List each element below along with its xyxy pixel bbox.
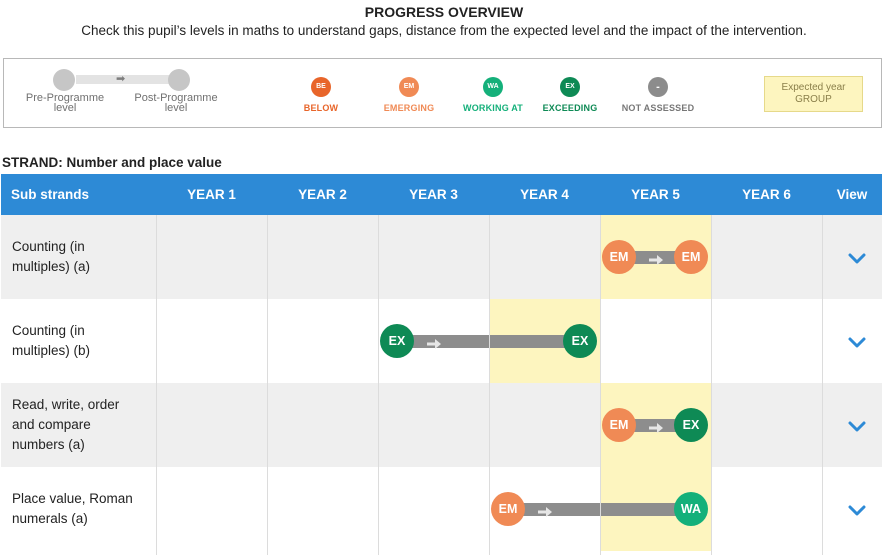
chevron-down-icon xyxy=(847,421,867,440)
pre-programme-badge: EM xyxy=(602,240,636,274)
chevron-down-icon xyxy=(847,505,867,524)
legend-working-at-label: WORKING AT xyxy=(463,103,523,113)
column-header-year-1: YEAR 1 xyxy=(187,187,236,202)
sub-strand-label: Counting (in multiples) (a) xyxy=(12,239,91,274)
legend-pre-dot xyxy=(53,69,75,91)
working-at-badge-icon: WA xyxy=(483,77,503,97)
table-row: Counting (in multiples) (b) EX EX xyxy=(1,299,882,383)
column-divider xyxy=(489,215,490,555)
arrow-right-icon xyxy=(649,420,663,433)
legend-emerging-label: EMERGING xyxy=(383,103,435,113)
view-expand-button[interactable] xyxy=(847,248,867,268)
table-row: Place value, Roman numerals (a) EM WA xyxy=(1,467,882,551)
column-header-view: View xyxy=(836,187,868,202)
emerging-badge-icon: EM xyxy=(399,77,419,97)
post-programme-badge: EX xyxy=(674,408,708,442)
legend-working-at: WA WORKING AT xyxy=(448,77,538,113)
column-divider xyxy=(267,215,268,555)
table-row: Read, write, order and compare numbers (a)… xyxy=(1,383,882,467)
legend-pre-label: Pre-Programme level xyxy=(25,92,105,114)
exceeding-badge-icon: EX xyxy=(560,77,580,97)
column-divider xyxy=(711,215,712,555)
pre-programme-badge: EM xyxy=(602,408,636,442)
chevron-down-icon xyxy=(847,253,867,272)
page-subtitle: Check this pupil’s levels in maths to un… xyxy=(81,23,807,38)
strand-title: STRAND: Number and place value xyxy=(2,155,222,170)
progress-bar xyxy=(619,419,691,432)
legend-key: ➡ Pre-Programme level Post-Programme lev… xyxy=(4,59,234,129)
arrow-right-icon xyxy=(649,252,663,265)
view-expand-button[interactable] xyxy=(847,416,867,436)
legend-post-dot xyxy=(168,69,190,91)
column-header-year-4: YEAR 4 xyxy=(520,187,569,202)
progress-bar xyxy=(508,503,691,516)
legend-not-assessed-label: NOT ASSESSED xyxy=(621,103,695,113)
below-badge-icon: BE xyxy=(311,77,331,97)
progress-bar xyxy=(619,251,691,264)
pre-programme-badge: EM xyxy=(491,492,525,526)
table-row: Counting (in multiples) (a) EM EM xyxy=(1,215,882,299)
legend-post-label: Post-Programme level xyxy=(134,92,218,114)
legend-panel: ➡ Pre-Programme level Post-Programme lev… xyxy=(3,58,882,128)
post-programme-badge: WA xyxy=(674,492,708,526)
sub-strand-label: Counting (in multiples) (b) xyxy=(12,323,91,358)
column-divider xyxy=(600,215,601,555)
view-expand-button[interactable] xyxy=(847,332,867,352)
page-title: PROGRESS OVERVIEW xyxy=(364,4,524,20)
progress-bar xyxy=(397,335,580,348)
progress-table: Sub strands YEAR 1 YEAR 2 YEAR 3 YEAR 4 … xyxy=(1,174,882,555)
legend-arrow-icon: ➡ xyxy=(116,73,126,85)
arrow-right-icon xyxy=(427,336,441,349)
legend-not-assessed: - NOT ASSESSED xyxy=(613,77,703,113)
column-header-year-6: YEAR 6 xyxy=(742,187,791,202)
sub-strand-label: Place value, Roman numerals (a) xyxy=(12,491,133,526)
legend-exceeding-label: EXCEEDING xyxy=(542,103,598,113)
legend-below-label: BELOW xyxy=(303,103,339,113)
legend-below: BE BELOW xyxy=(276,77,366,113)
post-programme-badge: EX xyxy=(563,324,597,358)
column-divider xyxy=(156,215,157,555)
legend-exceeding: EX EXCEEDING xyxy=(525,77,615,113)
view-expand-button[interactable] xyxy=(847,500,867,520)
table-header: Sub strands YEAR 1 YEAR 2 YEAR 3 YEAR 4 … xyxy=(1,174,882,215)
column-header-year-2: YEAR 2 xyxy=(298,187,347,202)
not-assessed-badge-icon: - xyxy=(648,77,668,97)
column-header-sub-strands: Sub strands xyxy=(11,187,90,202)
column-header-year-3: YEAR 3 xyxy=(409,187,458,202)
legend-progress-bar xyxy=(76,75,180,84)
legend-expected-year: Expected year GROUP xyxy=(764,76,863,112)
legend-emerging: EM EMERGING xyxy=(364,77,454,113)
pre-programme-badge: EX xyxy=(380,324,414,358)
column-divider xyxy=(822,215,823,555)
sub-strand-label: Read, write, order and compare numbers (a) xyxy=(12,397,120,452)
arrow-right-icon xyxy=(538,504,552,517)
column-divider xyxy=(378,215,379,555)
post-programme-badge: EM xyxy=(674,240,708,274)
column-header-year-5: YEAR 5 xyxy=(631,187,680,202)
chevron-down-icon xyxy=(847,337,867,356)
